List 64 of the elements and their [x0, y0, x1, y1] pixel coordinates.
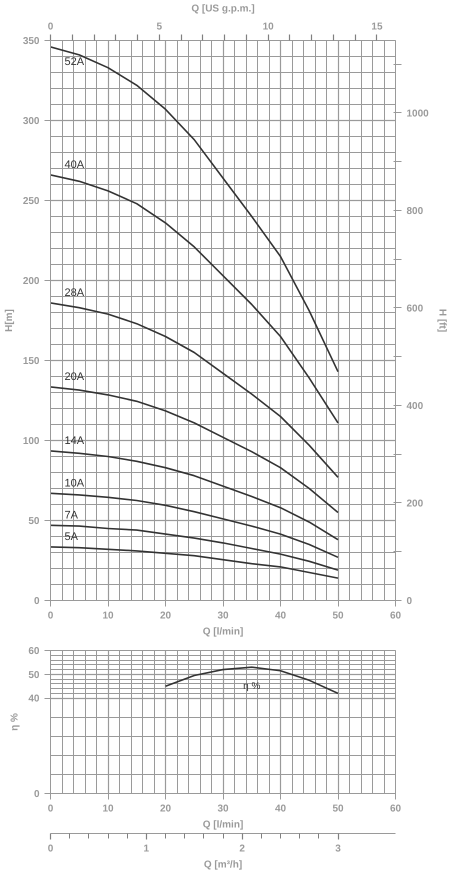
y-tick-label: 250 — [22, 196, 40, 207]
x-tick-label: 50 — [332, 610, 344, 622]
y2-tick-label: 600 — [406, 303, 424, 314]
line-series — [50, 46, 339, 372]
y-tick-label: 0 — [34, 789, 40, 800]
y-tick-label: 300 — [22, 116, 40, 127]
x-tick-label: 40 — [274, 610, 286, 622]
series-label: 14A — [64, 434, 85, 447]
y-tick-label: 0 — [34, 596, 40, 607]
x2-axis-title: Q [m³/h] — [204, 860, 242, 870]
x-tick-label: 60 — [390, 610, 402, 622]
line-series — [50, 492, 339, 558]
x-tick-label: 0 — [48, 610, 54, 622]
line-series — [50, 302, 339, 478]
y-tick-label: 60 — [28, 646, 40, 657]
series-label: 52A — [64, 56, 85, 68]
x2-tick-label: 0 — [48, 844, 54, 854]
series-label: 5A — [64, 530, 79, 543]
x2-tick-label: 5 — [156, 22, 163, 32]
y-tick-label: 150 — [22, 356, 40, 367]
x-axis-title: Q [l/min] — [202, 820, 244, 830]
x2-tick-label: 0 — [48, 22, 54, 32]
x-axis-title: Q [l/min] — [202, 626, 244, 638]
y2-tick-label: 1000 — [406, 108, 430, 120]
y-tick-label: 350 — [22, 36, 40, 47]
x-tick-label: 20 — [160, 610, 172, 622]
x2-tick-label: 3 — [335, 844, 342, 854]
x-tick-label: 30 — [217, 610, 229, 622]
line-series — [50, 546, 339, 579]
x-tick-label: 60 — [390, 804, 402, 814]
series-label: 28A — [64, 286, 85, 299]
x-tick-label: 50 — [332, 804, 344, 814]
x-tick-label: 0 — [48, 804, 54, 814]
x2-tick-label: 2 — [239, 844, 246, 854]
series-label: 10A — [64, 477, 85, 490]
x2-axis-title: Q [US g.p.m.] — [191, 4, 255, 14]
y-tick-label: 50 — [28, 516, 40, 527]
series-label: 20A — [64, 370, 85, 383]
series-label: η % — [243, 681, 260, 692]
y-tick-label: 100 — [22, 436, 40, 447]
x2-tick-label: 1 — [144, 844, 150, 854]
y-tick-label: 40 — [28, 694, 40, 705]
x2-tick-label: 15 — [371, 22, 383, 32]
series-label: 7A — [64, 509, 79, 522]
series-label: 40A — [64, 158, 85, 171]
x-tick-label: 10 — [102, 804, 114, 814]
y2-tick-label: 800 — [406, 206, 424, 217]
y2-tick-label: 0 — [406, 596, 412, 607]
line-series — [50, 524, 339, 571]
y-tick-label: 50 — [28, 670, 40, 681]
x-tick-label: 20 — [160, 804, 172, 814]
x-tick-label: 30 — [217, 804, 229, 814]
y-axis-title: η % — [9, 713, 20, 731]
line-series — [50, 450, 339, 540]
y2-tick-label: 200 — [406, 498, 424, 510]
y2-axis-title: H [ft] — [436, 308, 448, 332]
line-series — [164, 666, 339, 694]
y-axis-title: H[m] — [4, 309, 15, 332]
y2-tick-label: 400 — [406, 400, 424, 412]
x2-tick-label: 10 — [262, 22, 274, 32]
line-series — [50, 174, 339, 424]
x-tick-label: 40 — [274, 804, 286, 814]
x-tick-label: 10 — [102, 610, 114, 622]
y-tick-label: 200 — [22, 276, 40, 287]
